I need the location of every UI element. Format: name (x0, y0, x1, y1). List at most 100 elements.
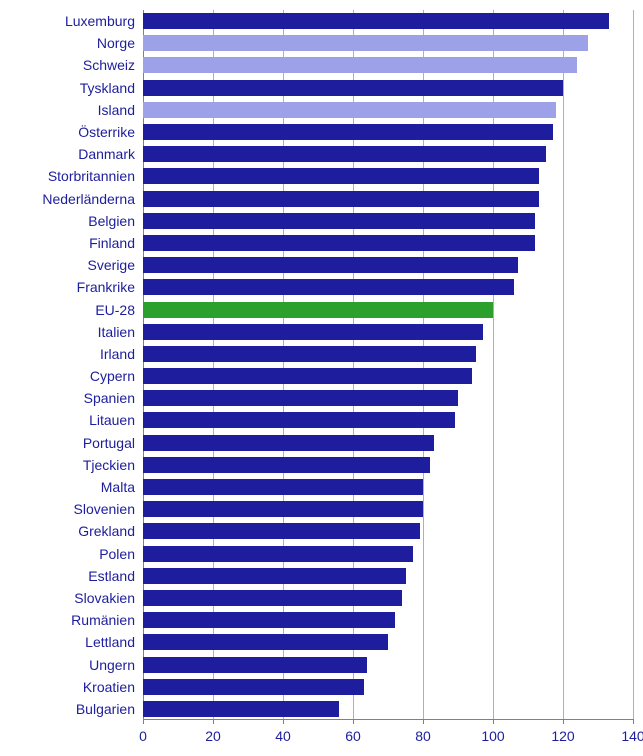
gridline (633, 10, 634, 720)
bar-label: Nederländerna (42, 191, 135, 207)
bar-label: Estland (88, 568, 135, 584)
bar-label: Sverige (88, 257, 135, 273)
x-axis-tick (283, 719, 284, 724)
x-axis-line (143, 719, 633, 720)
bar (143, 124, 553, 140)
bar-label: Storbritannien (48, 168, 135, 184)
bar-label: Polen (99, 546, 135, 562)
bar-chart: 0 20 40 60 80 100 120 140 Luxemburg Norge Schweiz T… (0, 0, 643, 756)
bar (143, 390, 458, 406)
bar (143, 279, 514, 295)
bar (143, 701, 339, 717)
bar-row: Grekland (143, 523, 633, 539)
bar-label: Grekland (78, 523, 135, 539)
bar-label: Luxemburg (65, 13, 135, 29)
plot-area: 020406080100120140LuxemburgNorgeSchweizT… (143, 10, 633, 720)
bar-label: Slovenien (74, 501, 136, 517)
bar-row: Nederländerna (143, 191, 633, 207)
bar (143, 302, 493, 318)
bar-row: Lettland (143, 634, 633, 650)
bar-label: Österrike (78, 124, 135, 140)
bar-row: Cypern (143, 368, 633, 384)
bar-label: Spanien (84, 390, 135, 406)
bar-row: Belgien (143, 213, 633, 229)
bar-row: Irland (143, 346, 633, 362)
bar (143, 213, 535, 229)
bar (143, 679, 364, 695)
bar-row: Schweiz (143, 57, 633, 73)
bar-label: Lettland (85, 634, 135, 650)
bar (143, 479, 423, 495)
bar (143, 191, 539, 207)
bar-row: Ungern (143, 657, 633, 673)
x-axis-tick (633, 719, 634, 724)
bar-row: EU-28 (143, 302, 633, 318)
bar-label: EU-28 (95, 302, 135, 318)
x-axis-tick (493, 719, 494, 724)
bar-label: Frankrike (77, 279, 135, 295)
bar-row: Slovenien (143, 501, 633, 517)
x-axis-tick-label: 40 (275, 728, 291, 744)
bar-row: Österrike (143, 124, 633, 140)
bar-label: Tjeckien (83, 457, 135, 473)
bar-row: Litauen (143, 412, 633, 428)
bar-row: Island (143, 102, 633, 118)
bar (143, 13, 609, 29)
bar-label: Tyskland (80, 80, 135, 96)
bar (143, 612, 395, 628)
x-axis-tick-label: 120 (551, 728, 574, 744)
bar (143, 435, 434, 451)
bar (143, 168, 539, 184)
bar-label: Danmark (78, 146, 135, 162)
bar-label: Cypern (90, 368, 135, 384)
bar-label: Slovakien (74, 590, 135, 606)
x-axis-tick-label: 60 (345, 728, 361, 744)
x-axis-tick-label: 140 (621, 728, 643, 744)
bar (143, 501, 423, 517)
bar-label: Kroatien (83, 679, 135, 695)
bar-label: Finland (89, 235, 135, 251)
bar (143, 57, 577, 73)
bar-label: Portugal (83, 435, 135, 451)
bar (143, 35, 588, 51)
bar-label: Island (98, 102, 135, 118)
x-axis-tick (563, 719, 564, 724)
bar-row: Frankrike (143, 279, 633, 295)
bar-row: Rumänien (143, 612, 633, 628)
bar (143, 523, 420, 539)
bar-label: Irland (100, 346, 135, 362)
bar-row: Luxemburg (143, 13, 633, 29)
bar (143, 412, 455, 428)
bar (143, 235, 535, 251)
bar-row: Finland (143, 235, 633, 251)
bar-label: Belgien (88, 213, 135, 229)
bar-row: Polen (143, 546, 633, 562)
bar-row: Danmark (143, 146, 633, 162)
bar (143, 102, 556, 118)
x-axis-tick-label: 100 (481, 728, 504, 744)
x-axis-tick-label: 80 (415, 728, 431, 744)
bar-row: Spanien (143, 390, 633, 406)
bar-label: Schweiz (83, 57, 135, 73)
x-axis-tick-label: 20 (205, 728, 221, 744)
bar (143, 80, 563, 96)
bar-row: Portugal (143, 435, 633, 451)
bar (143, 346, 476, 362)
bar-row: Tyskland (143, 80, 633, 96)
bar-label: Ungern (89, 657, 135, 673)
bar (143, 324, 483, 340)
bar-row: Sverige (143, 257, 633, 273)
bar-row: Malta (143, 479, 633, 495)
bar-label: Norge (97, 35, 135, 51)
bar-row: Storbritannien (143, 168, 633, 184)
bar (143, 657, 367, 673)
x-axis-tick-label: 0 (139, 728, 147, 744)
bar-row: Estland (143, 568, 633, 584)
x-axis-tick (213, 719, 214, 724)
bar-row: Italien (143, 324, 633, 340)
bar-row: Bulgarien (143, 701, 633, 717)
bar-label: Italien (98, 324, 135, 340)
bar (143, 146, 546, 162)
bar (143, 546, 413, 562)
bar (143, 634, 388, 650)
